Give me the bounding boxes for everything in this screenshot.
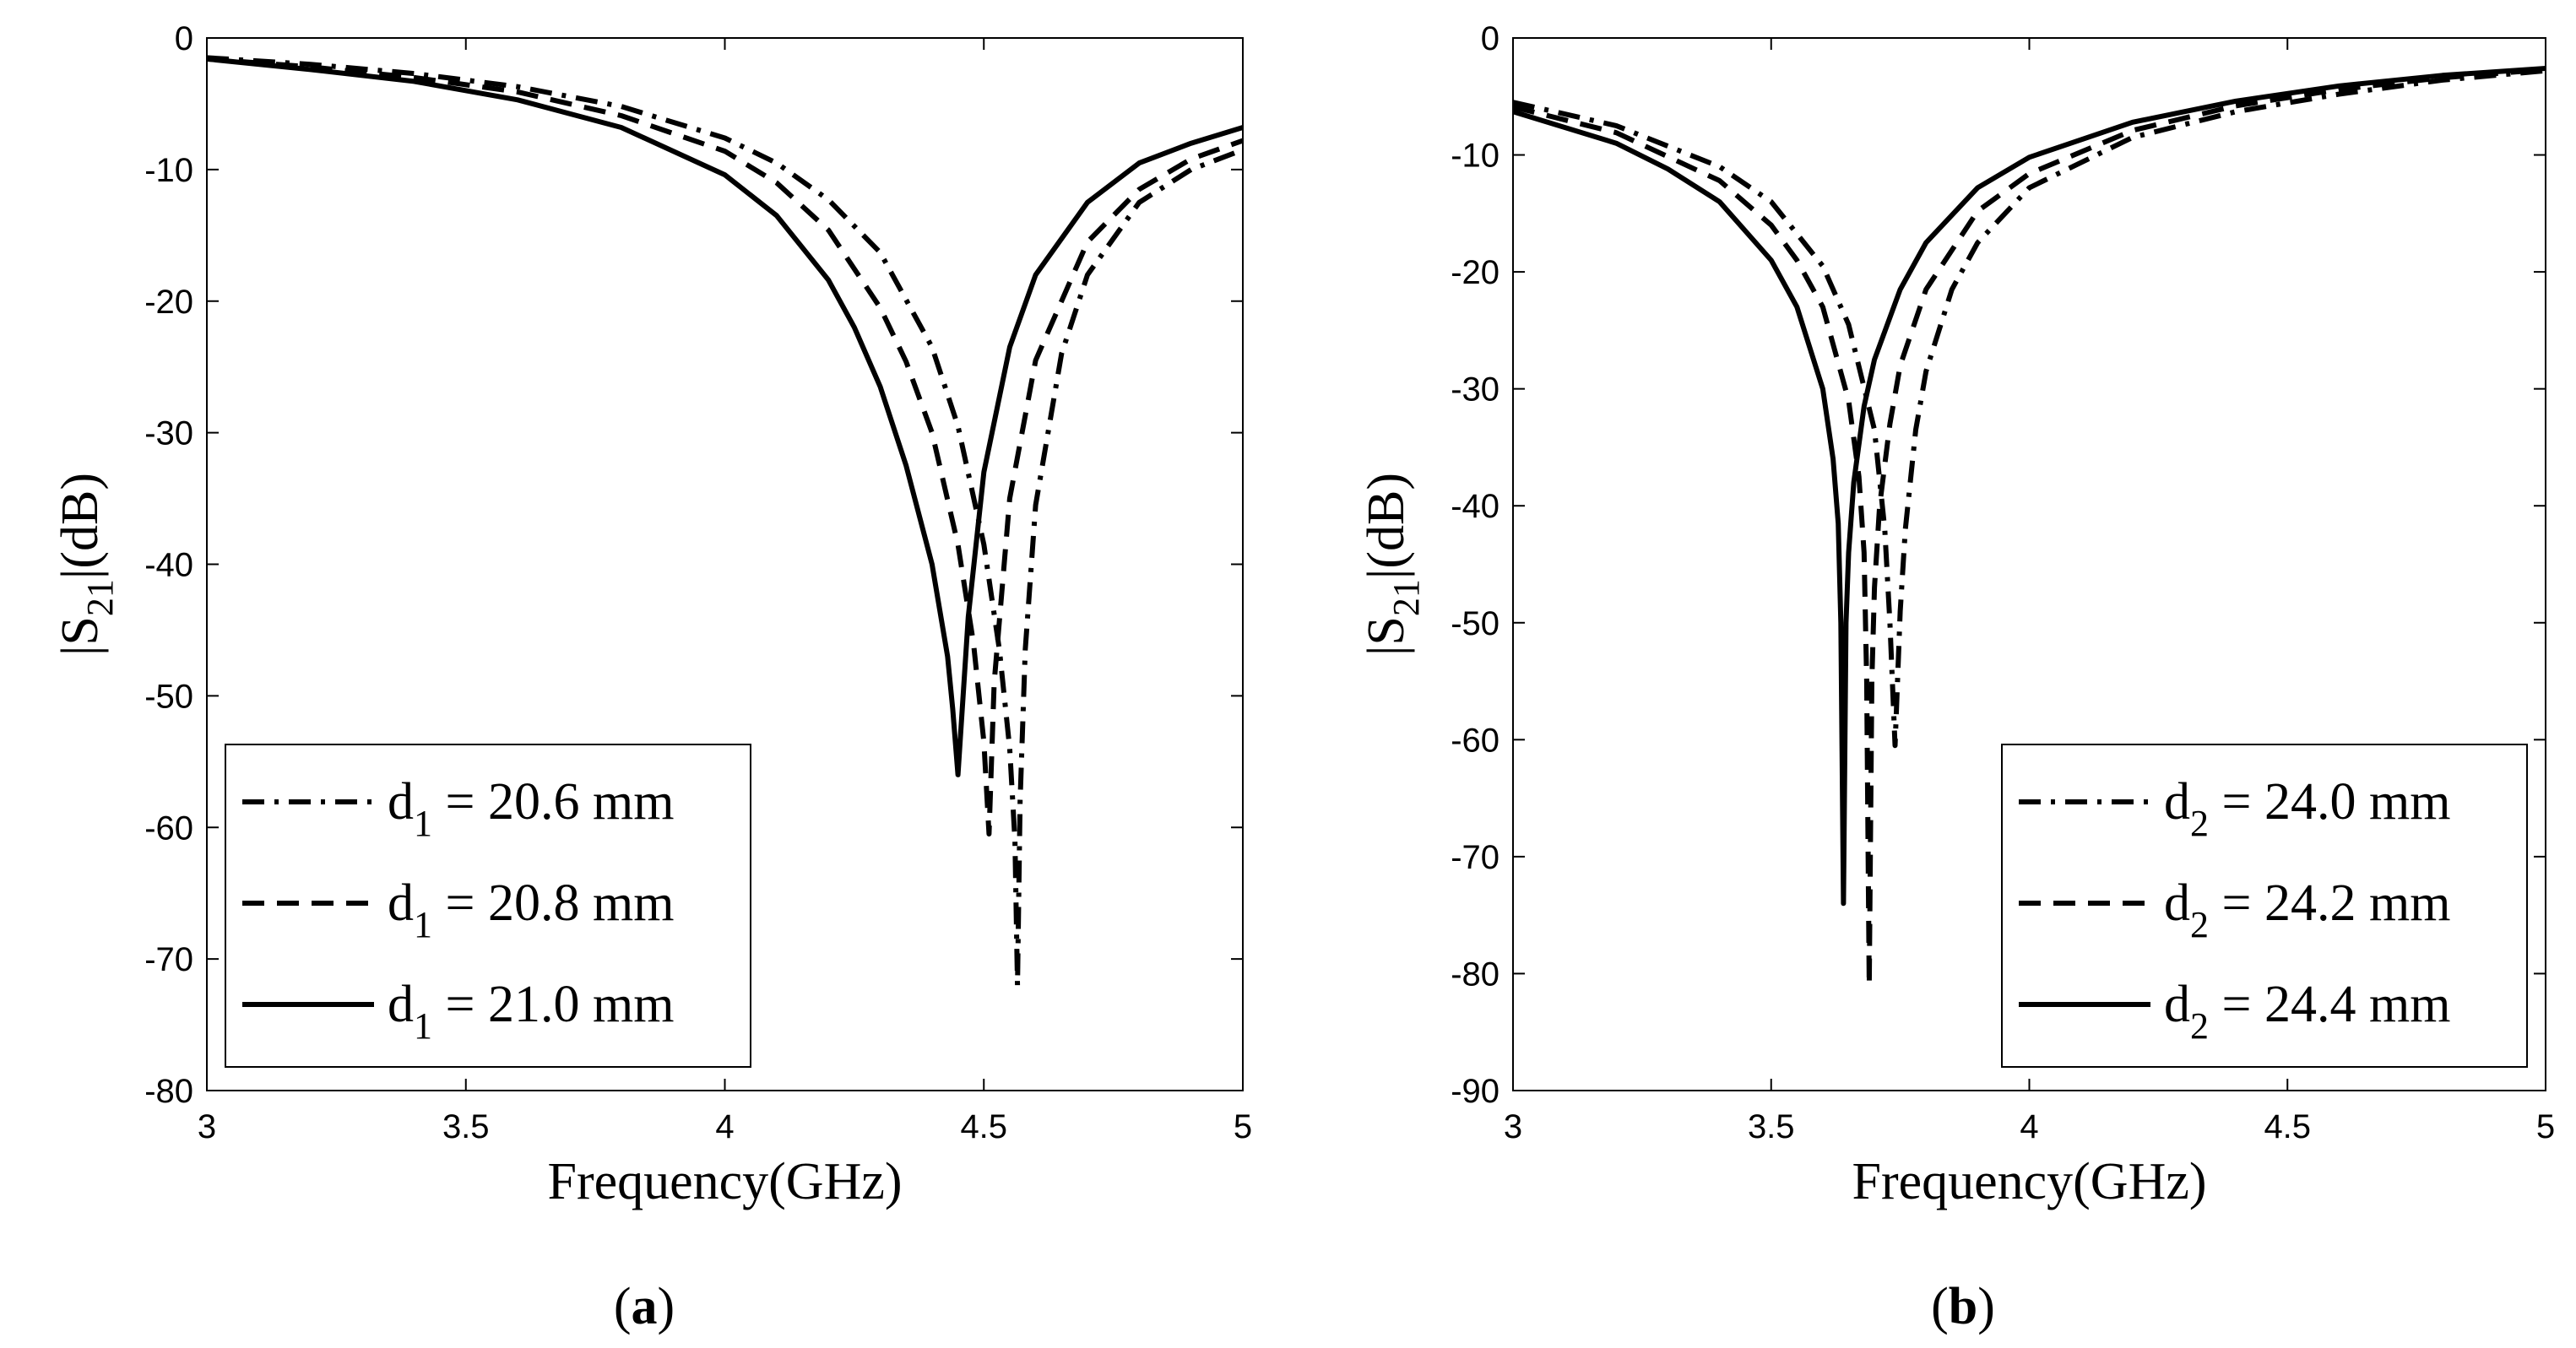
caption-paren-open: ( — [1931, 1278, 1949, 1335]
y-tick-label: -30 — [1451, 371, 1500, 409]
legend-label-main: d — [2164, 976, 2190, 1033]
legend-label-main: d — [388, 874, 414, 932]
series-line-2 — [1513, 67, 2546, 988]
x-tick-label: 3.5 — [1748, 1108, 1795, 1145]
series-line-3 — [207, 56, 1243, 777]
y-tick-label: -50 — [1451, 605, 1500, 642]
y-tick-label: -70 — [1451, 839, 1500, 876]
y-axis-label-tail: |(dB) — [52, 473, 109, 579]
series-group — [1513, 66, 2546, 988]
legend-label-main: d — [388, 773, 414, 831]
legend-label-tail: = 24.2 mm — [2209, 874, 2450, 932]
y-tick-label: -20 — [1451, 254, 1500, 291]
legend-label-subscript: 1 — [414, 1005, 432, 1047]
series-line-1 — [207, 55, 1243, 988]
legend-label-1: d1 = 20.6 mm — [388, 773, 674, 844]
legend-label-tail: = 24.4 mm — [2209, 976, 2450, 1033]
y-tick-label: -60 — [1451, 722, 1500, 759]
legend-label-3: d1 = 21.0 mm — [388, 976, 674, 1047]
caption-letter: b — [1949, 1278, 1977, 1335]
y-axis-label: |S21|(dB) — [52, 473, 121, 656]
y-tick-label: -70 — [144, 941, 193, 978]
y-tick-label: -20 — [144, 284, 193, 321]
panel-caption: (a) — [614, 1278, 675, 1335]
y-axis-label-main: |S — [52, 616, 109, 656]
legend-label-subscript: 2 — [2190, 803, 2209, 844]
y-axis-label-main: |S — [1358, 616, 1415, 656]
y-axis-label-subscript: 21 — [79, 579, 121, 616]
x-tick-label: 4.5 — [2264, 1108, 2311, 1145]
x-tick-label: 3 — [198, 1108, 216, 1145]
y-tick-label: -90 — [1451, 1073, 1500, 1110]
legend-label-3: d2 = 24.4 mm — [2164, 976, 2450, 1047]
caption-paren-open: ( — [614, 1278, 632, 1335]
x-tick-label: 4.5 — [960, 1108, 1007, 1145]
y-tick-label: -40 — [144, 547, 193, 584]
legend-label-tail: = 21.0 mm — [432, 976, 674, 1033]
y-axis-label-tail: |(dB) — [1358, 473, 1415, 579]
series-line-2 — [207, 56, 1243, 836]
legend-label-subscript: 1 — [414, 803, 432, 844]
legend-label-subscript: 1 — [414, 904, 432, 945]
x-tick-label: 4 — [715, 1108, 734, 1145]
y-tick-label: -80 — [144, 1073, 193, 1110]
chart-panel-b: 3 3.5 4 4.5 5 0 -10 -20 -30 -40 -50 -60 -70 -80 -90 Fre… — [1358, 20, 2555, 1335]
x-tick-label: 5 — [1234, 1108, 1252, 1145]
y-axis-label: |S21|(dB) — [1358, 473, 1427, 656]
y-tick-label: 0 — [175, 20, 193, 57]
y-tick-label: -40 — [1451, 488, 1500, 525]
y-tick-label: -50 — [144, 678, 193, 715]
legend-label-subscript: 2 — [2190, 904, 2209, 945]
x-tick-label: 5 — [2536, 1108, 2555, 1145]
legend-label-2: d2 = 24.2 mm — [2164, 874, 2450, 945]
chart-panel-a: 3 3.5 4 4.5 5 0 -10 -20 -30 -40 -50 -60 -70 -80 Freque… — [52, 20, 1252, 1335]
y-tick-label: -10 — [144, 152, 193, 189]
legend-label-tail: = 20.6 mm — [432, 773, 674, 831]
x-axis-label: Frequency(GHz) — [1852, 1153, 2206, 1210]
panel-caption: (b) — [1931, 1278, 1995, 1335]
legend-label-main: d — [388, 976, 414, 1033]
legend-label-subscript: 2 — [2190, 1005, 2209, 1047]
y-tick-label: -60 — [144, 809, 193, 847]
caption-letter: a — [632, 1278, 658, 1335]
y-tick-label: 0 — [1481, 20, 1500, 57]
legend-label-main: d — [2164, 874, 2190, 932]
y-tick-label: -80 — [1451, 956, 1500, 993]
legend-label-tail: = 20.8 mm — [432, 874, 674, 932]
x-axis-label: Frequency(GHz) — [547, 1153, 902, 1210]
caption-paren-close: ) — [1977, 1278, 1995, 1335]
series-line-3 — [1513, 66, 2546, 907]
x-tick-label: 3 — [1504, 1108, 1522, 1145]
x-tick-label: 3.5 — [442, 1108, 490, 1145]
y-axis-label-subscript: 21 — [1386, 579, 1427, 616]
legend-label-main: d — [2164, 773, 2190, 831]
y-tick-label: -30 — [144, 415, 193, 452]
legend-label-2: d1 = 20.8 mm — [388, 874, 674, 945]
caption-paren-close: ) — [658, 1278, 675, 1335]
legend-label-1: d2 = 24.0 mm — [2164, 773, 2450, 844]
legend-label-tail: = 24.0 mm — [2209, 773, 2450, 831]
series-group — [207, 55, 1243, 988]
x-tick-label: 4 — [2020, 1108, 2038, 1145]
y-tick-label: -10 — [1451, 138, 1500, 175]
series-line-1 — [1513, 68, 2546, 749]
